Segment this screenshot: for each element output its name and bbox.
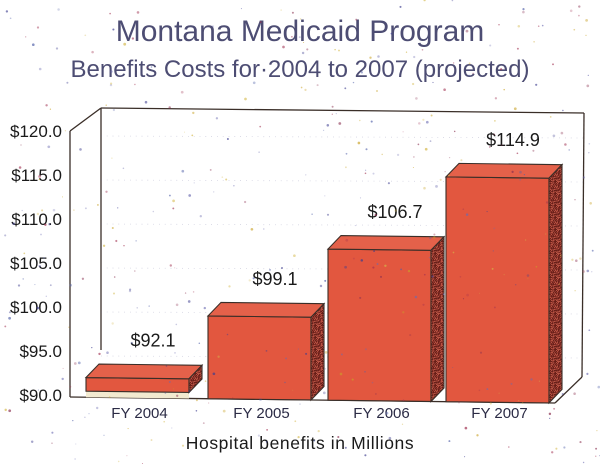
svg-text:$90.0: $90.0 [19,386,62,405]
svg-text:FY 2005: FY 2005 [233,405,289,422]
svg-text:$115.0: $115.0 [11,166,62,185]
svg-text:FY 2006: FY 2006 [353,405,409,422]
svg-text:$95.0: $95.0 [19,342,62,361]
svg-text:$100.0: $100.0 [10,298,62,317]
svg-text:$110.0: $110.0 [11,210,62,229]
svg-text:$92.1: $92.1 [130,331,175,351]
svg-text:FY 2004: FY 2004 [111,405,167,422]
svg-text:FY 2007: FY 2007 [471,405,527,422]
svg-text:Hospital benefits in Millions: Hospital benefits in Millions [186,433,414,453]
svg-text:$120.0: $120.0 [10,122,62,141]
svg-text:$99.1: $99.1 [252,269,297,289]
svg-text:$106.7: $106.7 [367,202,422,222]
svg-text:$105.0: $105.0 [10,254,62,273]
svg-text:$114.9: $114.9 [486,130,540,150]
